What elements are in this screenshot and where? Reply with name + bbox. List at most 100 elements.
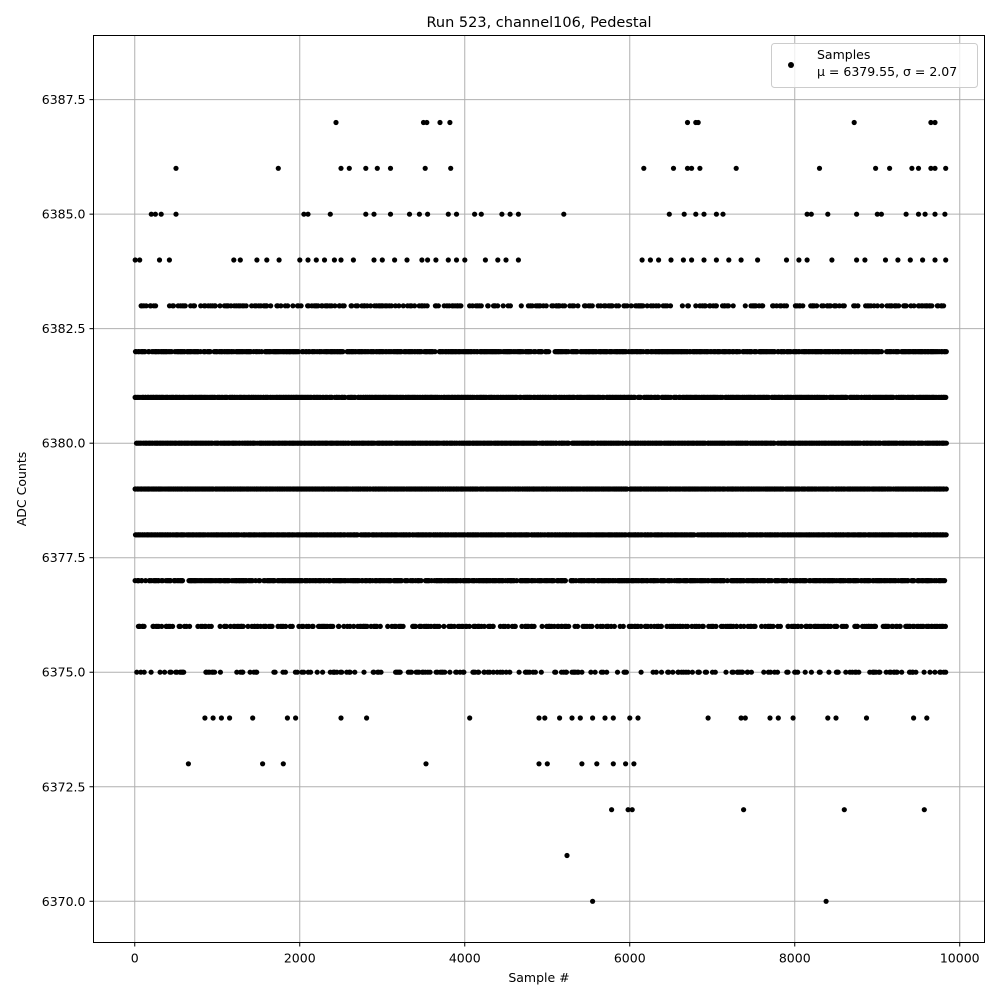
sample-point <box>208 623 214 630</box>
sample-point <box>282 669 288 675</box>
sample-point <box>285 303 291 309</box>
sample-point <box>575 623 581 630</box>
sample-point <box>320 669 326 675</box>
sample-point <box>929 303 935 309</box>
sample-point <box>141 623 147 630</box>
sample-point <box>942 578 948 584</box>
sample-point <box>212 669 218 675</box>
sample-point <box>243 303 249 309</box>
sample-point <box>500 303 506 309</box>
sample-point <box>679 303 686 309</box>
sample-point <box>943 486 949 492</box>
sample-point <box>168 669 174 675</box>
sample-point <box>153 303 159 309</box>
sample-point <box>336 623 342 630</box>
sample-point <box>424 303 430 309</box>
sample-point <box>283 623 289 630</box>
sample-point <box>179 578 186 584</box>
sample-point <box>518 303 524 309</box>
sample-point <box>240 669 246 675</box>
sample-point <box>566 623 572 630</box>
sample-point <box>713 303 720 309</box>
sample-point <box>777 623 784 630</box>
sample-point <box>878 349 885 355</box>
sample-point <box>296 349 302 355</box>
sample-point <box>855 303 861 309</box>
sample-point <box>943 532 949 538</box>
sample-point <box>872 623 879 630</box>
sample-point <box>742 303 748 309</box>
sample-point <box>435 303 441 309</box>
sample-point <box>713 623 719 630</box>
sample-point <box>191 303 198 309</box>
sample-point <box>834 623 840 630</box>
sample-point <box>352 669 358 675</box>
sample-point <box>377 623 383 630</box>
sample-point <box>441 623 447 630</box>
sample-point <box>490 623 496 630</box>
sample-point <box>942 623 949 630</box>
sample-point <box>478 303 484 309</box>
sample-point <box>843 623 849 630</box>
sample-point <box>616 303 622 309</box>
sample-point <box>943 440 950 446</box>
sample-point <box>181 669 187 675</box>
sample-point <box>700 623 706 630</box>
sample-point <box>620 623 626 630</box>
sample-point <box>896 303 902 309</box>
sample-point <box>217 669 223 675</box>
sample-point <box>507 303 513 309</box>
sample-point <box>141 669 147 675</box>
sample-point <box>562 578 569 584</box>
sample-point <box>879 303 885 309</box>
sample-point <box>339 669 345 675</box>
sample-point <box>170 623 176 630</box>
sample-point <box>783 303 790 309</box>
sample-point <box>841 303 847 309</box>
sample-point <box>667 303 674 309</box>
sample-point <box>546 349 552 355</box>
sample-point <box>412 303 418 309</box>
sample-point <box>330 623 336 630</box>
sample-point <box>543 303 549 309</box>
sample-point <box>148 669 154 675</box>
sample-point <box>314 669 320 675</box>
sample-point <box>897 623 903 630</box>
sample-point <box>798 623 804 630</box>
sample-point <box>814 303 820 309</box>
sample-point <box>485 303 491 309</box>
sample-point <box>240 623 246 630</box>
sample-point <box>531 623 537 630</box>
sample-point <box>941 303 947 309</box>
sample-point <box>207 349 213 355</box>
sample-point <box>289 623 295 630</box>
sample-point <box>685 303 692 309</box>
sample-point <box>298 303 304 309</box>
sample-point <box>575 303 581 309</box>
sample-point <box>347 669 353 675</box>
sample-point <box>400 623 406 630</box>
sample-point <box>943 349 949 355</box>
sample-point <box>730 303 736 309</box>
sample-point <box>589 623 595 630</box>
sample-point <box>943 394 949 400</box>
sample-point <box>562 303 568 309</box>
sample-point <box>294 669 300 675</box>
sample-point <box>269 623 275 630</box>
sample-point <box>432 349 438 355</box>
sample-point <box>436 623 442 630</box>
sample-point <box>458 303 464 309</box>
sample-point <box>187 623 193 630</box>
sample-point <box>903 303 909 309</box>
sample-point <box>272 669 278 675</box>
sample-point <box>397 669 403 675</box>
sample-point <box>656 303 662 309</box>
sample-point <box>854 623 861 630</box>
sample-point <box>770 623 776 630</box>
sample-point <box>212 303 218 309</box>
sample-point <box>310 623 316 630</box>
sample-point <box>611 623 618 630</box>
sample-point <box>760 303 766 309</box>
sample-point <box>157 669 163 675</box>
sample-point <box>378 669 384 675</box>
